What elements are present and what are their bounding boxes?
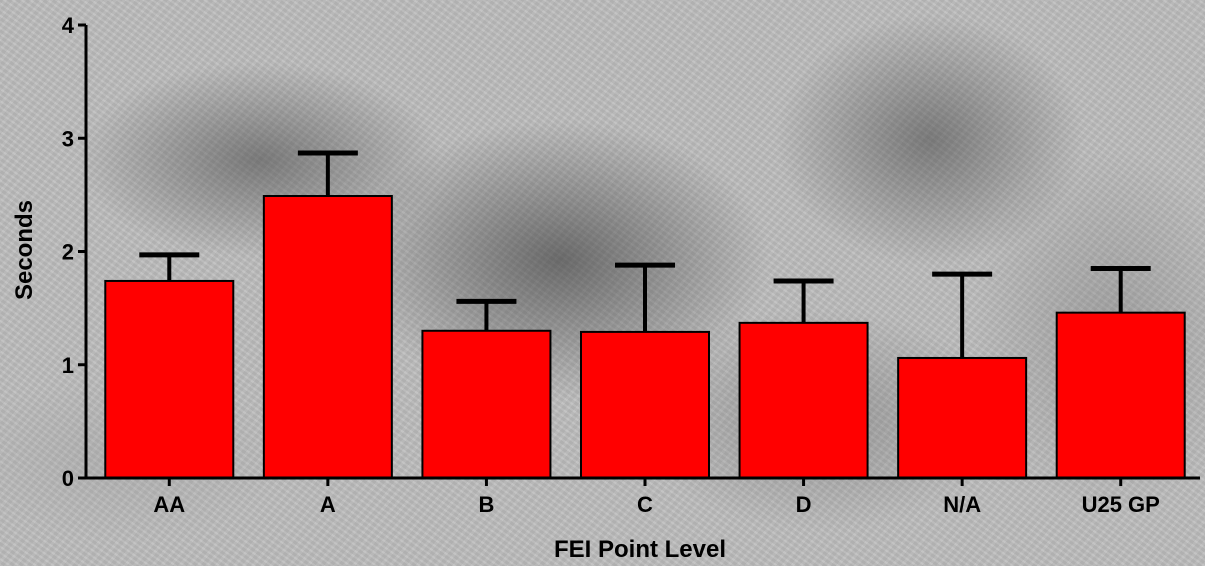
x-tick-label: U25 GP (1082, 492, 1160, 517)
bar-n-a (897, 356, 1028, 479)
x-ticks-group: AA A B C D N/A U25 GP (153, 478, 1160, 517)
bars-group (104, 195, 1186, 479)
x-tick-label: C (637, 492, 653, 517)
x-tick-label: B (478, 492, 494, 517)
bar-c (580, 330, 710, 479)
x-tick-label: D (796, 492, 812, 517)
x-tick-label: A (320, 492, 336, 517)
x-axis-title: FEI Point Level (554, 536, 726, 563)
bar-b (421, 329, 552, 479)
x-tick-label: N/A (943, 492, 981, 517)
y-tick-label: 4 (62, 13, 75, 38)
y-axis-title: Seconds (11, 200, 38, 300)
bar-a (262, 195, 393, 479)
y-tick-label: 3 (62, 126, 74, 151)
y-ticks-group: 0 1 2 3 4 (62, 13, 86, 491)
error-bars-group (139, 150, 1151, 358)
y-tick-label: 1 (62, 353, 74, 378)
y-tick-label: 2 (62, 240, 74, 265)
bar-u25-gp (1055, 311, 1186, 479)
x-tick-label: AA (153, 492, 185, 517)
bar-aa (104, 279, 235, 479)
bar-d (738, 321, 869, 479)
y-tick-label: 0 (62, 466, 74, 491)
